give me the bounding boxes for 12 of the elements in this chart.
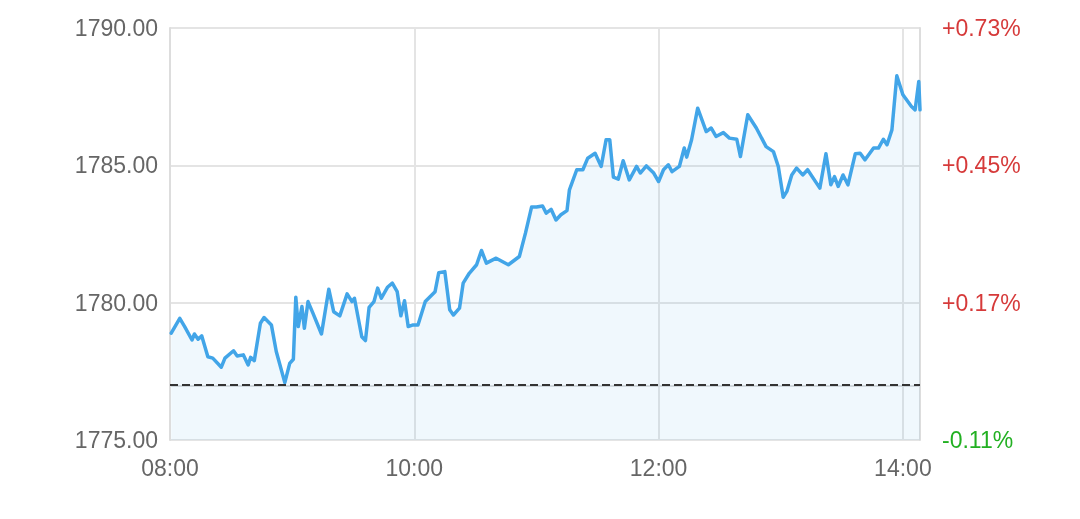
x-tick-label: 12:00 <box>629 454 688 481</box>
y2-tick-label: -0.11% <box>942 427 1014 453</box>
y-tick-label: 1785.00 <box>74 152 158 179</box>
y-tick-label: 1775.00 <box>74 427 158 453</box>
y2-tick-label: +0.45% <box>942 152 1021 179</box>
y-tick-label: 1790.00 <box>74 15 158 41</box>
y2-tick-label: +0.73% <box>942 15 1021 41</box>
x-tick-label: 14:00 <box>874 454 932 481</box>
x-tick-label: 08:00 <box>141 454 199 481</box>
y2-tick-label: +0.17% <box>942 289 1021 316</box>
x-tick-label: 10:00 <box>385 454 444 481</box>
y-tick-label: 1780.00 <box>74 289 158 316</box>
